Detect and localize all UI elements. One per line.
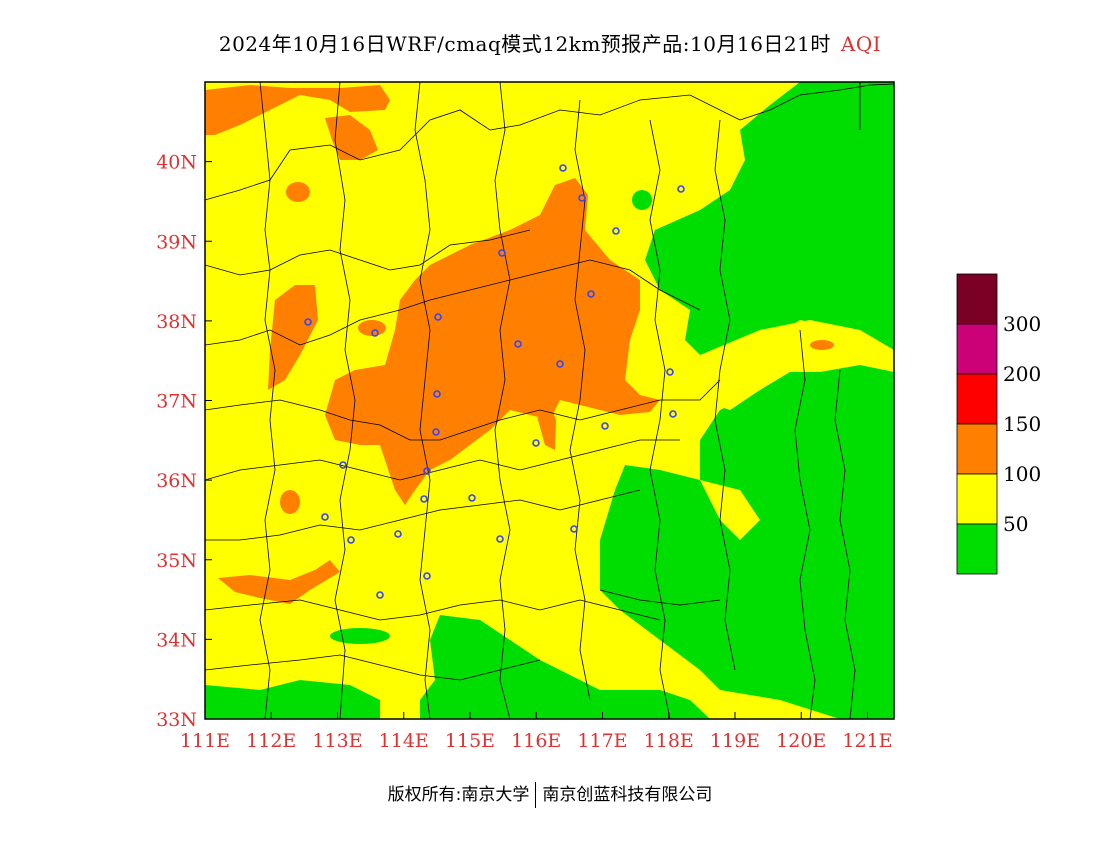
station-marker bbox=[578, 194, 586, 202]
y-tick-label: 38N bbox=[156, 311, 197, 333]
station-marker bbox=[432, 428, 440, 436]
station-marker bbox=[669, 410, 677, 418]
aqi-good-patch bbox=[330, 628, 390, 644]
station-marker bbox=[666, 368, 674, 376]
station-marker bbox=[423, 572, 431, 580]
colorbar-label: 200 bbox=[1003, 362, 1041, 386]
station-marker bbox=[371, 329, 379, 337]
colorbar-swatch bbox=[956, 523, 998, 575]
y-tick-label: 33N bbox=[156, 709, 197, 731]
footer: 版权所有:南京大学 南京创蓝科技有限公司 bbox=[0, 780, 1100, 808]
y-tick-label: 36N bbox=[156, 470, 197, 492]
station-marker bbox=[433, 390, 441, 398]
station-marker bbox=[570, 525, 578, 533]
aqi-good-region-southeast bbox=[600, 360, 894, 719]
colorbar-label: 150 bbox=[1003, 412, 1041, 436]
aqi-usg-region-central bbox=[325, 178, 660, 505]
colorbar-swatch bbox=[956, 323, 998, 375]
station-marker bbox=[556, 360, 564, 368]
y-tick-label: 35N bbox=[156, 550, 197, 572]
aqi-usg-patch bbox=[538, 395, 556, 450]
station-marker bbox=[532, 439, 540, 447]
station-marker bbox=[601, 422, 609, 430]
station-marker bbox=[347, 536, 355, 544]
aqi-good-patch bbox=[632, 190, 652, 210]
x-tick-label: 116E bbox=[511, 730, 561, 752]
x-tick-label: 115E bbox=[445, 730, 495, 752]
x-tick-label: 117E bbox=[577, 730, 627, 752]
colorbar-label: 50 bbox=[1003, 512, 1028, 536]
plot-area bbox=[205, 82, 894, 719]
station-marker bbox=[394, 530, 402, 538]
station-marker bbox=[420, 495, 428, 503]
y-tick-label: 37N bbox=[156, 391, 197, 413]
company-text: 南京创蓝科技有限公司 bbox=[542, 785, 713, 805]
station-marker bbox=[498, 249, 506, 257]
station-marker bbox=[559, 164, 567, 172]
x-axis: 111E 112E 113E 114E 115E 116E 117E 118E 119E 120E… bbox=[180, 712, 893, 752]
y-tick-label: 40N bbox=[156, 152, 197, 174]
aqi-usg-patch bbox=[358, 320, 386, 336]
y-tick-label: 39N bbox=[156, 231, 197, 253]
title-variable: AQI bbox=[840, 32, 882, 56]
station-marker bbox=[612, 227, 620, 235]
aqi-colorbar: 300 200 150 100 50 bbox=[956, 273, 1041, 575]
station-marker bbox=[468, 494, 476, 502]
aqi-usg-patch bbox=[280, 490, 300, 514]
x-tick-label: 119E bbox=[710, 730, 760, 752]
aqi-good-region-east bbox=[645, 82, 894, 360]
aqi-moderate-coastal-band bbox=[700, 320, 894, 410]
station-marker bbox=[677, 185, 685, 193]
station-marker bbox=[514, 340, 522, 348]
colorbar-swatch bbox=[956, 423, 998, 475]
colorbar-swatch bbox=[956, 373, 998, 425]
aqi-usg-region-west bbox=[268, 285, 318, 390]
colorbar-swatch bbox=[956, 273, 998, 325]
colorbar-swatch bbox=[956, 473, 998, 525]
footer-separator bbox=[535, 782, 537, 808]
aqi-moderate-coastal-band bbox=[700, 480, 760, 540]
station-marker bbox=[304, 318, 312, 326]
station-marker bbox=[321, 513, 329, 521]
aqi-usg-patch bbox=[286, 182, 310, 202]
map-title: 2024年10月16日WRF/cmaq模式12km预报产品:10月16日21时 A… bbox=[0, 28, 1100, 57]
aqi-good-region-southwest bbox=[205, 680, 380, 719]
station-markers bbox=[304, 164, 685, 599]
y-tick-label: 34N bbox=[156, 629, 197, 651]
colorbar-label: 100 bbox=[1003, 462, 1041, 486]
station-marker bbox=[587, 290, 595, 298]
station-marker bbox=[376, 591, 384, 599]
boundaries bbox=[205, 82, 894, 719]
station-marker bbox=[423, 467, 431, 475]
x-tick-label: 118E bbox=[644, 730, 694, 752]
x-tick-label: 120E bbox=[776, 730, 826, 752]
x-tick-label: 114E bbox=[379, 730, 429, 752]
station-marker bbox=[496, 535, 504, 543]
station-marker bbox=[434, 313, 442, 321]
x-tick-label: 113E bbox=[312, 730, 362, 752]
copyright-text: 版权所有:南京大学 bbox=[387, 785, 530, 805]
aqi-usg-patch bbox=[810, 340, 834, 350]
x-tick-label: 112E bbox=[246, 730, 296, 752]
aqi-good-region-south bbox=[420, 615, 710, 719]
colorbar-label: 300 bbox=[1003, 312, 1041, 336]
aqi-usg-region-northwest bbox=[205, 85, 390, 135]
x-tick-label: 111E bbox=[180, 730, 230, 752]
station-marker bbox=[339, 461, 347, 469]
aqi-usg-region-south bbox=[218, 560, 340, 604]
x-tick-label: 121E bbox=[842, 730, 892, 752]
title-main: 2024年10月16日WRF/cmaq模式12km预报产品:10月16日21时 bbox=[218, 32, 831, 56]
y-axis: 33N 34N 35N 36N 37N 38N 39N 40N bbox=[156, 152, 212, 731]
